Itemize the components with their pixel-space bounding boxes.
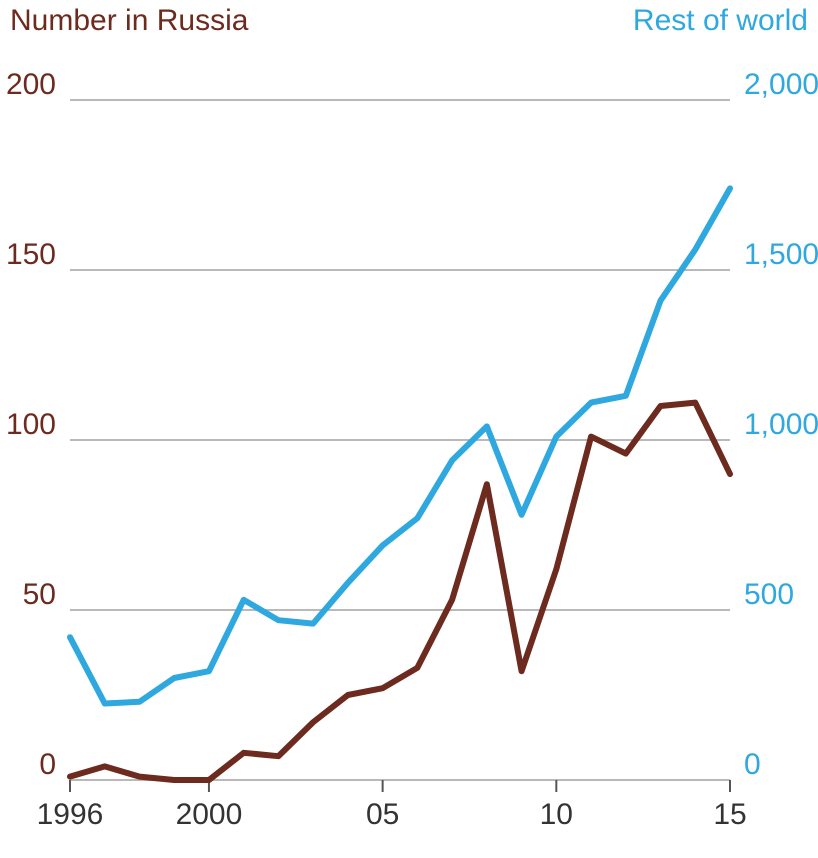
y-right-tick-label: 500 — [744, 578, 794, 611]
y-left-tick-label: 200 — [6, 68, 56, 101]
dual-axis-line-chart: Number in Russia Rest of world 199620000… — [0, 0, 818, 858]
y-right-tick-label: 2,000 — [744, 68, 818, 101]
x-tick-label: 05 — [366, 798, 399, 831]
y-right-tick-label: 1,500 — [744, 238, 818, 271]
y-left-tick-label: 0 — [39, 748, 56, 781]
x-tick-label: 1996 — [37, 798, 104, 831]
chart-svg: 1996200005101505010015020005001,0001,500… — [0, 0, 818, 858]
left-axis-title: Number in Russia — [10, 4, 248, 38]
y-left-tick-label: 150 — [6, 238, 56, 271]
y-left-tick-label: 50 — [23, 578, 56, 611]
y-right-tick-label: 0 — [744, 748, 761, 781]
right-axis-title: Rest of world — [633, 4, 808, 38]
x-tick-label: 15 — [713, 798, 746, 831]
x-tick-label: 10 — [540, 798, 573, 831]
series-line-russia — [70, 403, 730, 780]
y-right-tick-label: 1,000 — [744, 408, 818, 441]
y-left-tick-label: 100 — [6, 408, 56, 441]
x-tick-label: 2000 — [176, 798, 243, 831]
